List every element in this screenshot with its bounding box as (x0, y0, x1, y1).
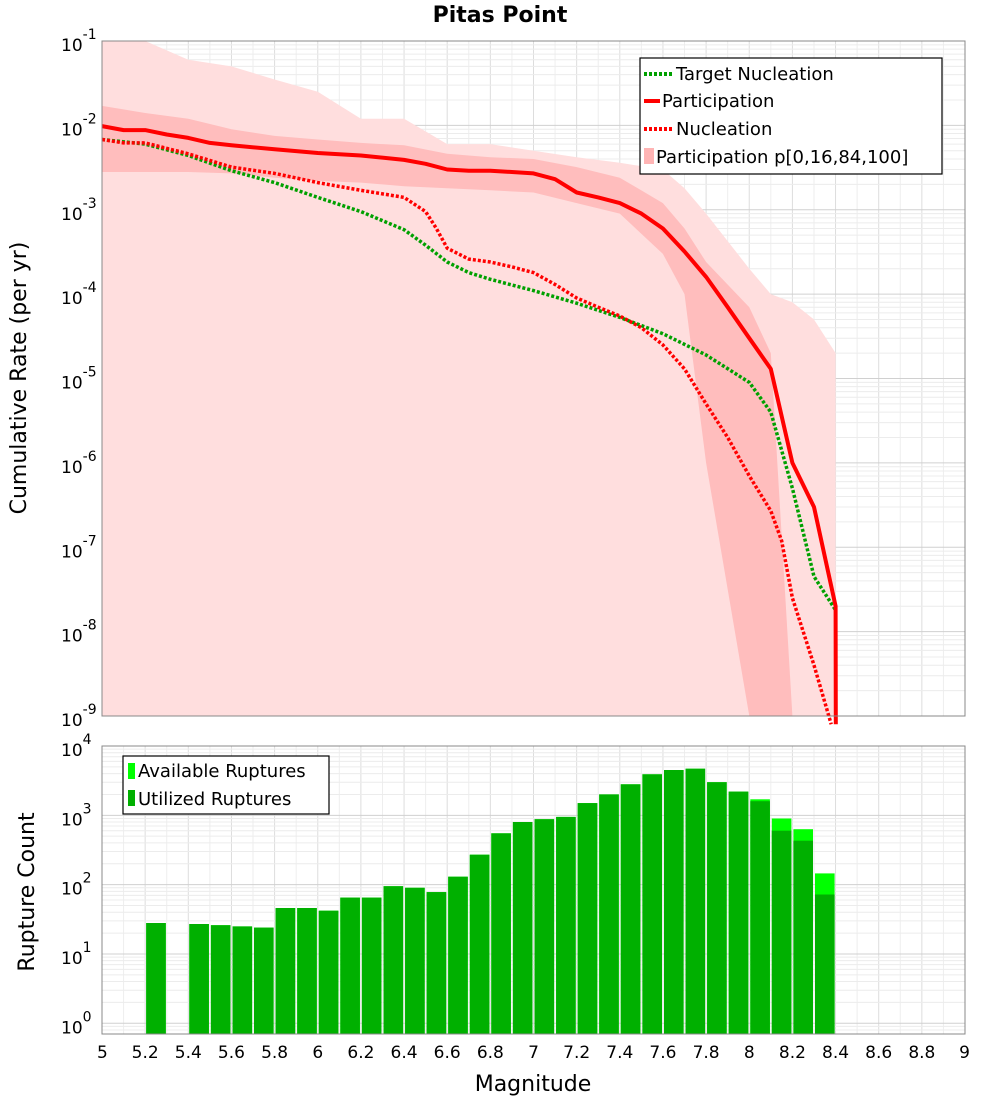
cumulative-rate-panel: 10-9 10-8 10-7 10-6 10-5 10-4 10-3 10-2 10-1 Pit… (7, 3, 966, 731)
top-y-tick-label: 10-3 (61, 196, 97, 225)
bar-utilized (469, 854, 490, 1034)
top-legend: Target Nucleation Participation Nucleati… (639, 57, 943, 175)
participation-line (101, 124, 838, 725)
bar-utilized (383, 886, 404, 1034)
bottom-plot-frame (101, 745, 966, 1035)
x-tick-label: 6.6 (434, 1043, 461, 1063)
x-tick-label: 5.2 (132, 1043, 159, 1063)
top-y-axis-label: Cumulative Rate (per yr) (7, 242, 32, 515)
top-y-tick-label: 10-7 (61, 533, 97, 562)
legend-swatch-utilized (128, 790, 135, 806)
bottom-y-tick-label: 103 (61, 801, 92, 830)
x-tick-label: 9 (959, 1043, 970, 1063)
x-tick-label: 7.2 (563, 1043, 590, 1063)
bar-utilized (534, 819, 555, 1034)
bar-utilized (254, 927, 274, 1034)
x-tick-label: 8.6 (865, 1043, 892, 1063)
bar-utilized (685, 768, 706, 1034)
x-tick-label: 5.8 (261, 1043, 288, 1063)
rupture-count-panel: 100 101 102 103 104 5 5.2 5.4 5.6 5.8 6 6.2 6.4 6.6 6… (15, 732, 970, 1097)
bar-utilized (448, 876, 468, 1034)
x-tick-label: 6.2 (347, 1043, 374, 1063)
x-tick-label: 5.6 (218, 1043, 245, 1063)
rate-lines (101, 124, 838, 725)
bar-utilized (491, 833, 511, 1034)
bar-utilized (189, 924, 209, 1034)
bar-utilized (426, 892, 447, 1034)
bottom-y-tick-label: 101 (61, 940, 92, 969)
nucleation-line (101, 137, 833, 725)
legend-label-participation-band: Participation p[0,16,84,100] (656, 147, 908, 168)
x-tick-label: 8.2 (779, 1043, 806, 1063)
x-tick-label: 7.4 (606, 1043, 633, 1063)
bar-utilized (512, 822, 533, 1034)
x-tick-label: 5 (97, 1043, 108, 1063)
top-y-tick-label: 10-8 (61, 618, 97, 647)
legend-swatch-available (128, 763, 135, 779)
x-tick-label: 7 (528, 1043, 539, 1063)
x-tick-label: 6 (312, 1043, 323, 1063)
bar-utilized (599, 794, 619, 1034)
x-tick-label: 6.4 (391, 1043, 418, 1063)
bar-utilized (771, 830, 792, 1034)
bar-utilized (210, 925, 231, 1034)
x-tick-label: 8 (744, 1043, 755, 1063)
chart-title: Pitas Point (433, 3, 568, 28)
bottom-y-tick-label: 102 (61, 871, 92, 900)
legend-label-available: Available Ruptures (138, 761, 306, 782)
bar-utilized (707, 782, 727, 1034)
bar-utilized (750, 801, 770, 1034)
top-y-tick-label: 10-1 (61, 27, 97, 56)
bottom-y-tick-label: 100 (61, 1009, 92, 1038)
x-tick-label: 8.4 (822, 1043, 849, 1063)
top-y-tick-label: 10-6 (61, 449, 97, 478)
bottom-y-axis-label: Rupture Count (15, 812, 40, 972)
bar-utilized (361, 897, 382, 1034)
bottom-y-tick-labels: 100 101 102 103 104 (61, 732, 92, 1038)
bar-utilized (556, 816, 576, 1034)
top-legend-box (639, 57, 943, 175)
bar-utilized (815, 894, 835, 1034)
top-plot-frame (101, 40, 966, 717)
participation-band (102, 41, 836, 716)
x-axis-label: Magnitude (475, 1072, 592, 1097)
bottom-y-tick-label: 104 (61, 732, 92, 761)
top-y-tick-label: 10-5 (61, 365, 97, 394)
top-y-tick-labels: 10-9 10-8 10-7 10-6 10-5 10-4 10-3 10-2 10-1 (61, 27, 97, 731)
legend-label-utilized: Utilized Ruptures (138, 789, 291, 810)
bar-utilized (793, 840, 813, 1034)
bar-utilized (577, 803, 598, 1034)
x-tick-labels: 5 5.2 5.4 5.6 5.8 6 6.2 6.4 6.6 6.8 7 7.2 7.4 7.6 7.8 8… (97, 1043, 970, 1063)
x-tick-label: 6.8 (477, 1043, 504, 1063)
rupture-bars (146, 768, 835, 1034)
legend-label-target-nucleation: Target Nucleation (675, 64, 834, 85)
bottom-legend: Available Ruptures Utilized Ruptures (122, 755, 330, 815)
bar-utilized (275, 908, 296, 1034)
x-tick-label: 7.6 (649, 1043, 676, 1063)
x-tick-label: 8.8 (908, 1043, 935, 1063)
top-y-tick-label: 10-2 (61, 111, 97, 140)
bar-utilized (620, 784, 641, 1034)
band-p16-p84 (102, 105, 836, 716)
legend-swatch-participation-band (644, 148, 654, 164)
bar-utilized (405, 887, 425, 1034)
legend-label-participation: Participation (662, 91, 774, 112)
bar-utilized (728, 791, 749, 1034)
top-y-tick-label: 10-9 (61, 702, 97, 731)
bottom-legend-box (122, 755, 330, 815)
target-nucleation-line (101, 137, 838, 612)
x-tick-label: 5.4 (175, 1043, 202, 1063)
bar-utilized (664, 770, 684, 1034)
x-tick-label: 7.8 (693, 1043, 720, 1063)
bar-utilized (642, 774, 662, 1034)
bar-utilized (340, 897, 360, 1034)
legend-label-nucleation: Nucleation (676, 119, 772, 140)
bar-utilized (146, 923, 166, 1034)
bar-utilized (318, 910, 339, 1034)
top-y-tick-label: 10-4 (61, 280, 97, 309)
bar-utilized (232, 926, 253, 1034)
bar-utilized (297, 908, 317, 1034)
